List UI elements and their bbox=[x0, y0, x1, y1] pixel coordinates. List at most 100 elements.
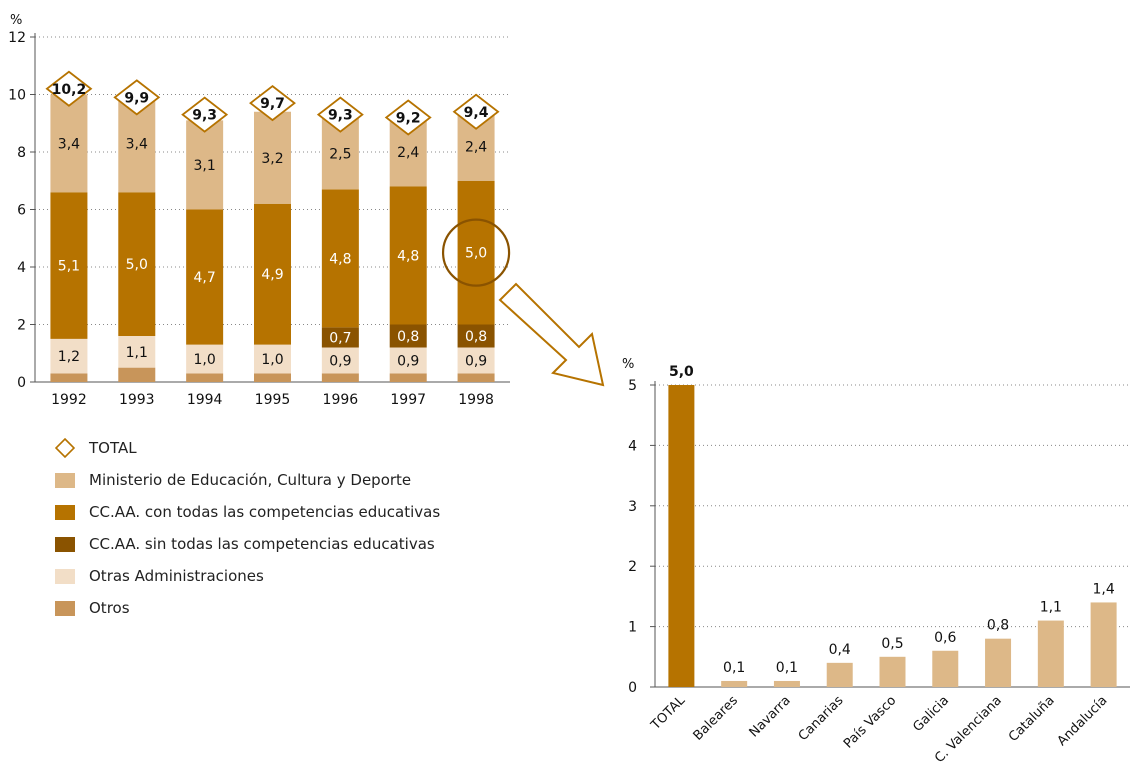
bar-segment bbox=[186, 209, 224, 345]
data-label: 2,4 bbox=[397, 145, 419, 161]
x-tick-label: 1992 bbox=[51, 392, 87, 408]
legend-swatch bbox=[55, 472, 75, 488]
x-tick-label: Cataluña bbox=[1006, 693, 1058, 745]
data-label: 0,1 bbox=[776, 660, 798, 676]
y-axis-unit-label: % bbox=[10, 13, 22, 28]
bar-segment bbox=[389, 373, 427, 382]
data-label: 1,1 bbox=[126, 345, 148, 361]
bar-segment bbox=[457, 180, 495, 325]
bar bbox=[932, 650, 959, 687]
legend-label: Otros bbox=[89, 599, 130, 617]
bar-segment bbox=[321, 347, 359, 374]
bar-segment bbox=[389, 347, 427, 374]
highlight-circle bbox=[441, 218, 511, 287]
bar bbox=[773, 680, 800, 687]
data-label: 0,1 bbox=[723, 660, 745, 676]
bar-segment bbox=[389, 186, 427, 325]
bar-segment bbox=[186, 373, 224, 382]
total-diamond bbox=[384, 99, 432, 136]
total-label: 10,2 bbox=[52, 82, 87, 98]
y-tick-label: 1 bbox=[628, 620, 637, 636]
legend-item-ccaa-sin: CC.AA. sin todas las competencias educat… bbox=[55, 528, 440, 560]
legend-label: CC.AA. sin todas las competencias educat… bbox=[89, 535, 435, 553]
legend-item-ministerio: Ministerio de Educación, Cultura y Depor… bbox=[55, 464, 440, 496]
bar-segment bbox=[118, 367, 156, 382]
data-label: 1,0 bbox=[261, 352, 283, 368]
bar-segment bbox=[321, 327, 359, 348]
y-tick-label: 10 bbox=[8, 88, 26, 104]
data-label: 5,0 bbox=[465, 246, 487, 262]
total-diamond bbox=[113, 79, 161, 116]
bar-segment bbox=[186, 120, 224, 210]
left-stacked-bar-chart: % 0 2 4 6 8 10 12 1,2 5,1 3,4 10,2 1992 1,1 5,0 3,4 9,9 1… bbox=[8, 13, 511, 408]
data-label: 0,9 bbox=[465, 353, 487, 369]
right-bar-chart: % 0 1 2 3 4 5 5,0 TOTAL 0,1 Baleares 0,1 Navarra 0,4 C… bbox=[622, 357, 1130, 766]
bar-segment bbox=[254, 344, 291, 374]
data-label: 0,4 bbox=[829, 642, 851, 658]
y-tick-label: 12 bbox=[8, 30, 26, 46]
bar-segment bbox=[321, 373, 359, 382]
x-tick-label: 1998 bbox=[458, 392, 494, 408]
data-label: 0,8 bbox=[397, 329, 419, 345]
data-label: 5,0 bbox=[669, 364, 694, 380]
total-diamond bbox=[452, 93, 500, 130]
legend-item-otras: Otras Administraciones bbox=[55, 560, 440, 592]
legend-swatch bbox=[55, 504, 75, 520]
bar-segment bbox=[118, 336, 156, 368]
total-label: 9,2 bbox=[396, 111, 421, 127]
legend-item-otros: Otros bbox=[55, 592, 440, 624]
x-tick-label: Navarra bbox=[747, 693, 794, 740]
x-tick-label: Baleares bbox=[691, 693, 742, 744]
legend: TOTAL Ministerio de Educación, Cultura y… bbox=[55, 432, 440, 624]
data-label: 0,5 bbox=[881, 636, 903, 652]
data-label: 1,2 bbox=[58, 349, 80, 365]
bar-segment bbox=[50, 338, 88, 374]
legend-swatch bbox=[55, 600, 75, 616]
data-label: 0,6 bbox=[934, 630, 956, 646]
x-tick-label: TOTAL bbox=[648, 693, 689, 734]
y-tick-label: 2 bbox=[628, 559, 637, 575]
bar-segment bbox=[118, 192, 156, 336]
y-tick-label: 2 bbox=[17, 318, 26, 334]
diamond-icon bbox=[55, 438, 75, 458]
total-label: 9,7 bbox=[260, 96, 285, 112]
bar bbox=[1090, 602, 1117, 687]
data-label: 3,4 bbox=[58, 136, 80, 152]
data-label: 3,1 bbox=[194, 158, 216, 174]
data-label: 0,8 bbox=[465, 329, 487, 345]
y-axis-unit-label: % bbox=[622, 357, 634, 372]
total-label: 9,3 bbox=[328, 108, 353, 124]
bar bbox=[879, 656, 906, 687]
y-tick-label: 3 bbox=[628, 499, 637, 515]
x-tick-label: 1993 bbox=[119, 392, 155, 408]
bar-segment bbox=[457, 373, 495, 382]
total-diamond bbox=[316, 96, 364, 133]
bar-segment bbox=[50, 94, 88, 193]
bar-segment bbox=[254, 111, 291, 204]
bar-segment bbox=[457, 347, 495, 374]
bar bbox=[1037, 620, 1064, 687]
legend-label: Ministerio de Educación, Cultura y Depor… bbox=[89, 471, 412, 489]
x-tick-label: Canarias bbox=[796, 693, 847, 744]
legend-item-total: TOTAL bbox=[55, 432, 440, 464]
data-label: 2,4 bbox=[465, 139, 487, 155]
data-label: 3,4 bbox=[126, 136, 148, 152]
y-tick-label: 8 bbox=[17, 145, 26, 161]
x-tick-label: 1997 bbox=[390, 392, 426, 408]
data-label: 4,8 bbox=[329, 251, 351, 267]
bar-segment bbox=[50, 192, 88, 339]
x-tick-label: Galicia bbox=[910, 693, 952, 735]
bar-segment bbox=[50, 373, 88, 382]
x-tick-label: 1995 bbox=[255, 392, 291, 408]
total-label: 9,4 bbox=[464, 105, 489, 121]
data-label: 5,0 bbox=[126, 257, 148, 273]
total-diamond bbox=[181, 96, 229, 133]
data-label: 4,7 bbox=[194, 270, 216, 286]
x-tick-label: 1996 bbox=[323, 392, 359, 408]
legend-label: CC.AA. con todas las competencias educat… bbox=[89, 503, 441, 521]
bar bbox=[721, 680, 748, 687]
bar bbox=[826, 662, 853, 687]
data-label: 4,9 bbox=[261, 267, 283, 283]
bar bbox=[985, 638, 1012, 687]
